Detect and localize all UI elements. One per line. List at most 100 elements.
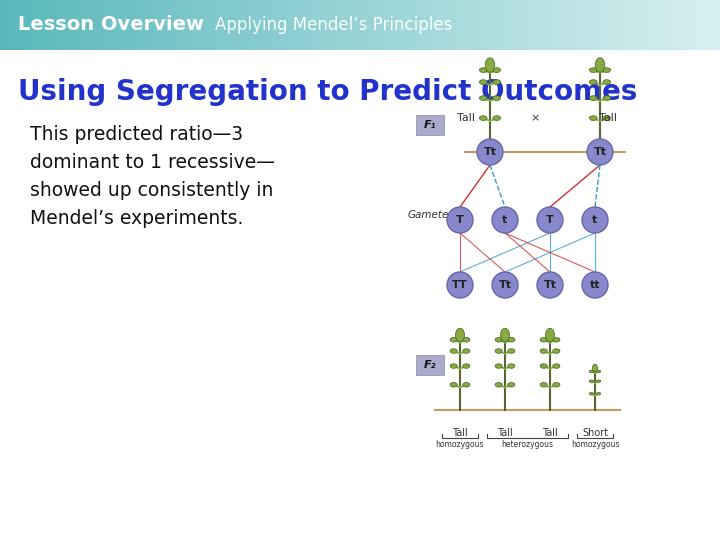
- Ellipse shape: [495, 338, 503, 342]
- Bar: [612, 0, 624, 50]
- Ellipse shape: [590, 80, 597, 85]
- Text: T: T: [456, 215, 464, 225]
- Ellipse shape: [553, 364, 560, 368]
- Bar: [156, 0, 168, 50]
- Bar: [528, 0, 540, 50]
- Text: F₁: F₁: [424, 120, 436, 130]
- Ellipse shape: [603, 116, 611, 120]
- Ellipse shape: [595, 58, 605, 72]
- Bar: [636, 0, 648, 50]
- Circle shape: [447, 272, 473, 298]
- Bar: [180, 0, 192, 50]
- Bar: [696, 0, 708, 50]
- Bar: [336, 0, 348, 50]
- Bar: [108, 0, 120, 50]
- Ellipse shape: [463, 338, 470, 342]
- Ellipse shape: [493, 80, 500, 85]
- Circle shape: [582, 272, 608, 298]
- Bar: [204, 0, 216, 50]
- Text: ×: ×: [531, 113, 540, 123]
- Bar: [576, 0, 588, 50]
- Circle shape: [492, 272, 518, 298]
- Ellipse shape: [596, 370, 600, 373]
- Ellipse shape: [508, 364, 515, 368]
- Bar: [564, 0, 576, 50]
- Ellipse shape: [495, 382, 503, 387]
- Bar: [96, 0, 108, 50]
- Bar: [228, 0, 240, 50]
- Ellipse shape: [540, 338, 547, 342]
- Text: homozygous: homozygous: [571, 440, 619, 449]
- Bar: [672, 0, 684, 50]
- Ellipse shape: [590, 380, 593, 382]
- Ellipse shape: [596, 393, 600, 395]
- Bar: [360, 0, 372, 50]
- Text: heterozygous: heterozygous: [501, 440, 553, 449]
- Text: t: t: [503, 215, 508, 225]
- Bar: [276, 0, 288, 50]
- Bar: [420, 0, 432, 50]
- Text: Tall: Tall: [599, 113, 617, 123]
- Bar: [36, 0, 48, 50]
- Bar: [12, 0, 24, 50]
- Ellipse shape: [590, 68, 597, 72]
- Bar: [384, 0, 396, 50]
- Text: t: t: [593, 215, 598, 225]
- Text: Using Segregation to Predict Outcomes: Using Segregation to Predict Outcomes: [18, 78, 637, 106]
- Ellipse shape: [540, 364, 547, 368]
- Bar: [396, 0, 408, 50]
- Ellipse shape: [463, 364, 470, 368]
- Text: Tall: Tall: [542, 428, 558, 438]
- Bar: [684, 0, 696, 50]
- Bar: [192, 0, 204, 50]
- Ellipse shape: [553, 349, 560, 353]
- Ellipse shape: [500, 328, 510, 342]
- Circle shape: [537, 207, 563, 233]
- Ellipse shape: [540, 349, 547, 353]
- Bar: [504, 0, 516, 50]
- Ellipse shape: [540, 382, 547, 387]
- Text: F₂: F₂: [424, 360, 436, 370]
- Text: Tt: Tt: [593, 147, 606, 157]
- Text: T: T: [546, 215, 554, 225]
- Bar: [72, 0, 84, 50]
- Text: This predicted ratio—3
dominant to 1 recessive—
showed up consistently in
Mendel: This predicted ratio—3 dominant to 1 rec…: [30, 125, 275, 228]
- Ellipse shape: [456, 328, 464, 342]
- Ellipse shape: [463, 382, 470, 387]
- Ellipse shape: [508, 349, 515, 353]
- Text: Tall: Tall: [457, 113, 475, 123]
- Bar: [120, 0, 132, 50]
- Bar: [516, 0, 528, 50]
- Bar: [324, 0, 336, 50]
- Ellipse shape: [495, 364, 503, 368]
- Bar: [416, 115, 444, 135]
- Ellipse shape: [590, 116, 597, 120]
- Bar: [480, 0, 492, 50]
- Bar: [456, 0, 468, 50]
- Ellipse shape: [493, 96, 500, 100]
- Ellipse shape: [508, 382, 515, 387]
- Ellipse shape: [450, 338, 457, 342]
- Text: Short: Short: [582, 428, 608, 438]
- Ellipse shape: [596, 380, 600, 382]
- Ellipse shape: [480, 116, 487, 120]
- Ellipse shape: [495, 349, 503, 353]
- Bar: [348, 0, 360, 50]
- Ellipse shape: [553, 338, 560, 342]
- Text: Tt: Tt: [544, 280, 557, 290]
- Text: Tt: Tt: [484, 147, 497, 157]
- Ellipse shape: [480, 96, 487, 100]
- Bar: [408, 0, 420, 50]
- Text: Applying Mendel’s Principles: Applying Mendel’s Principles: [215, 16, 452, 34]
- Text: Tt: Tt: [498, 280, 511, 290]
- Text: homozygous: homozygous: [436, 440, 485, 449]
- Ellipse shape: [603, 96, 611, 100]
- Bar: [252, 0, 264, 50]
- Text: Gametes: Gametes: [408, 210, 455, 220]
- Bar: [468, 0, 480, 50]
- Ellipse shape: [590, 96, 597, 100]
- Text: Lesson Overview: Lesson Overview: [18, 16, 204, 35]
- Ellipse shape: [508, 338, 515, 342]
- Bar: [372, 0, 384, 50]
- Bar: [132, 0, 144, 50]
